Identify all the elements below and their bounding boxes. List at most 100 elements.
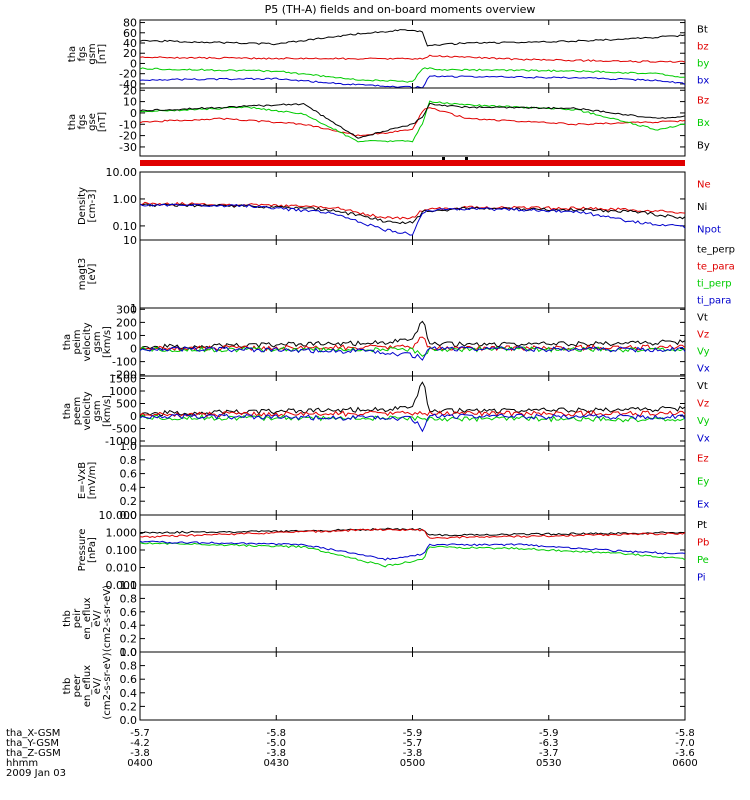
x-axis-row-label: tha_X-GSM	[6, 728, 60, 739]
y-axis-label: tha	[62, 334, 73, 350]
y-tick-label: 0.8	[120, 592, 138, 605]
panel-frame	[139, 651, 686, 721]
series-By-line	[139, 102, 686, 139]
y-axis-label: [cm-3]	[87, 189, 98, 222]
y-tick-label: -20	[119, 130, 137, 143]
x-axis-value: -3.7	[539, 748, 559, 759]
y-tick-label: 0.8	[120, 454, 138, 467]
legend-Ni: Ni	[697, 202, 707, 213]
x-axis-value: -5.0	[266, 738, 286, 749]
y-tick-label: 0.10	[113, 220, 138, 233]
y-axis-label: (cm2-s-sr-eV)	[102, 585, 113, 652]
y-tick-label: 1.00	[113, 193, 138, 206]
y-tick-label: 20	[123, 84, 137, 97]
y-tick-label: 1000	[109, 385, 137, 398]
legend-Ez: Ez	[697, 454, 709, 465]
y-tick-label: 0.0	[120, 646, 138, 659]
y-tick-label: 0	[130, 107, 137, 120]
series-Vt-line	[139, 381, 686, 417]
y-tick-label: 0.4	[120, 687, 138, 700]
legend-by: by	[697, 59, 709, 70]
y-tick-label: 0.6	[120, 606, 138, 619]
y-tick-label: 0.4	[120, 481, 138, 494]
y-tick-label: 10.000	[99, 509, 138, 522]
y-tick-label: 0	[130, 410, 137, 423]
y-axis-label: [nPa]	[87, 537, 98, 563]
y-tick-label: -1000	[105, 435, 137, 448]
legend-Bz: Bz	[697, 95, 709, 106]
flag-mark	[442, 157, 445, 160]
y-axis-label: [km/s]	[102, 326, 113, 358]
x-axis-value: 0530	[536, 758, 561, 769]
x-axis-value: 0500	[400, 758, 425, 769]
y-axis-label: fgs	[77, 114, 88, 129]
flag-mark	[465, 157, 468, 160]
x-axis-value: -5.8	[266, 728, 286, 739]
y-axis-label: peim	[72, 329, 83, 354]
legend-ti_perp: ti_perp	[697, 279, 732, 290]
y-tick-label: 0.2	[120, 495, 138, 508]
legend-Pi: Pi	[697, 572, 706, 583]
legend-ti_para: ti_para	[697, 296, 731, 307]
x-axis-row-label: hhmm	[6, 758, 38, 769]
y-axis-label: tha	[62, 403, 73, 419]
x-axis-value: 0430	[264, 758, 289, 769]
legend-Bx: Bx	[697, 118, 710, 129]
y-tick-label: -10	[119, 118, 137, 131]
series-Bx-line	[139, 100, 686, 143]
y-axis-label: en_eflux	[82, 597, 93, 639]
x-axis-value: -4.2	[130, 738, 150, 749]
legend-Npot: Npot	[697, 225, 721, 236]
legend-Pe: Pe	[697, 555, 709, 566]
y-tick-label: 0.6	[120, 673, 138, 686]
y-tick-label: 0.2	[120, 633, 138, 646]
legend-te_para: te_para	[697, 262, 735, 273]
y-axis-label: [mV/m]	[87, 462, 98, 500]
y-tick-label: -20	[119, 68, 137, 81]
legend-Vz: Vz	[697, 398, 709, 409]
legend-Ey: Ey	[697, 477, 709, 488]
y-tick-label: -500	[112, 423, 137, 436]
y-tick-label: 1.000	[106, 527, 138, 540]
series-by-line	[139, 67, 686, 83]
y-axis-label: gse	[87, 113, 98, 131]
series-Vx-line	[139, 346, 686, 361]
series-Vy-line	[139, 346, 686, 357]
y-tick-label: 1.0	[120, 579, 138, 592]
series-Pt-line	[139, 527, 685, 537]
y-tick-label: 0.2	[120, 700, 138, 713]
y-axis-label: gsm	[92, 331, 103, 352]
chart-title: P5 (TH-A) fields and on-board moments ov…	[265, 3, 536, 16]
y-tick-label: 0.010	[106, 562, 138, 575]
y-axis-label: eV/	[92, 610, 103, 627]
y-tick-label: 0	[130, 343, 137, 356]
y-tick-label: 0.4	[120, 619, 138, 632]
legend-Vy: Vy	[697, 347, 710, 358]
x-axis-value: -3.8	[130, 748, 150, 759]
x-axis-value: 0600	[672, 758, 697, 769]
series-Ni-line	[139, 203, 686, 225]
panel-density: 10.00 1.00 0.10 Density [cm-3] Ne Ni Npot	[77, 166, 721, 241]
x-axis-row-label: tha_Z-GSM	[6, 748, 61, 759]
y-tick-label: 1.0	[120, 646, 138, 659]
series-Pb-line	[139, 528, 686, 540]
y-axis-label: (cm2-s-sr-eV)	[102, 652, 113, 719]
x-axis-value: 0400	[127, 758, 152, 769]
series-Npot-line	[139, 203, 686, 236]
x-axis-value: -5.9	[539, 728, 559, 739]
y-tick-label: 80	[123, 17, 137, 30]
x-axis-value: -3.6	[675, 748, 695, 759]
x-axis-row-label: tha_Y-GSM	[6, 738, 59, 749]
y-axis-label: thb	[62, 678, 73, 695]
y-axis-label: [eV]	[87, 264, 98, 285]
y-tick-label: 0.8	[120, 660, 138, 673]
legend-te_perp: te_perp	[697, 245, 735, 256]
y-axis-label: eV/	[92, 677, 103, 694]
flag-bar	[140, 157, 685, 166]
